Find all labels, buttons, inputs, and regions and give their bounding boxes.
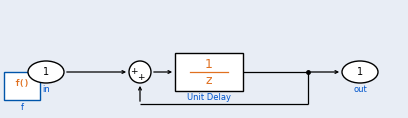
Text: f(): f()	[15, 79, 29, 88]
Text: Unit Delay: Unit Delay	[187, 93, 231, 103]
Text: f: f	[20, 103, 24, 112]
Text: in: in	[42, 86, 50, 95]
Bar	[4, 72, 40, 100]
Circle shape	[129, 61, 151, 83]
Text: +: +	[131, 67, 138, 76]
Text: +: +	[137, 73, 145, 82]
Text: z: z	[206, 74, 212, 86]
Ellipse shape	[342, 61, 378, 83]
Bar	[175, 53, 243, 91]
Text: 1: 1	[357, 67, 363, 77]
Text: 1: 1	[205, 57, 213, 70]
Ellipse shape	[28, 61, 64, 83]
Text: out: out	[353, 86, 367, 95]
Text: 1: 1	[43, 67, 49, 77]
